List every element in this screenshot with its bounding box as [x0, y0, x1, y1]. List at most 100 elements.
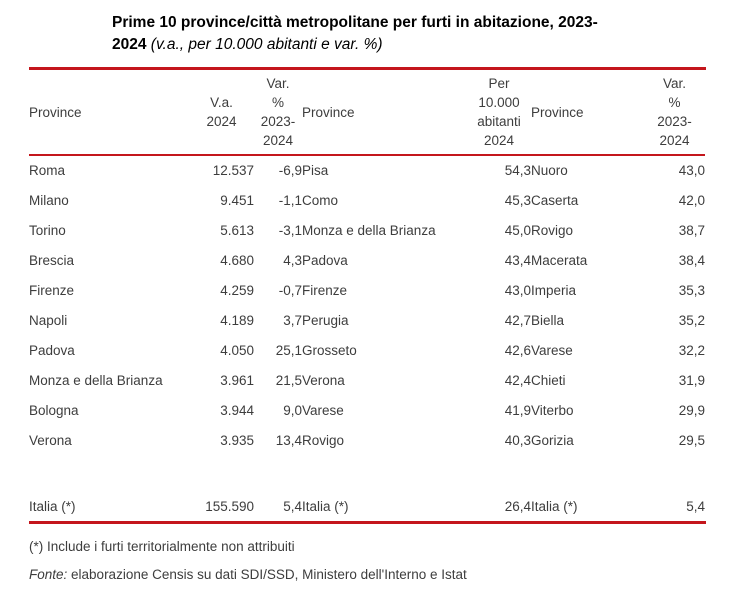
value-cell: 29,9 — [678, 402, 705, 418]
value-cell: 32,2 — [678, 342, 705, 358]
province-cell: Perugia — [302, 312, 349, 328]
value-cell: 13,4 — [275, 432, 302, 448]
total-label-cell: Italia (*) — [29, 498, 76, 514]
header-province-3: Province — [531, 104, 584, 120]
province-cell: Nuoro — [531, 163, 568, 178]
source-line: Fonte: elaborazione Censis su dati SDI/S… — [29, 567, 706, 582]
table-row: Roma 12.537 -6,9 Pisa 54,3 Nuoro 43,0 — [29, 155, 705, 185]
value-cell: 12.537 — [212, 163, 254, 178]
province-cell: Napoli — [29, 312, 68, 328]
province-cell: Varese — [302, 402, 344, 418]
value-cell: 4.189 — [220, 312, 254, 328]
value-cell: 25,1 — [275, 342, 302, 358]
source-text: elaborazione Censis su dati SDI/SSD, Min… — [67, 567, 467, 582]
header-var-pct-2: Var. % 2023- 2024 — [657, 76, 692, 148]
province-cell: Caserta — [531, 192, 579, 208]
value-cell: 4,3 — [283, 252, 302, 268]
province-cell: Biella — [531, 312, 565, 328]
table-row: Milano 9.451 -1,1 Como 45,3 Caserta 42,0 — [29, 185, 705, 215]
footnotes: (*) Include i furti territorialmente non… — [29, 539, 706, 582]
value-cell: 43,4 — [504, 252, 531, 268]
title-text-bold: Prime 10 province/città metropolitane pe… — [112, 14, 598, 31]
value-cell: 42,6 — [504, 342, 531, 358]
header-province-2: Province — [302, 104, 355, 120]
province-cell: Varese — [531, 342, 573, 358]
province-cell: Viterbo — [531, 402, 574, 418]
value-cell: 5.613 — [220, 222, 254, 238]
province-cell: Rovigo — [531, 222, 574, 238]
total-per10k-cell: 26,4 — [504, 498, 531, 514]
province-cell: Monza e della Brianza — [29, 372, 163, 388]
value-cell: 35,3 — [678, 282, 705, 298]
value-cell: 42,4 — [504, 372, 531, 388]
spacer-row — [29, 455, 705, 491]
province-cell: Torino — [29, 222, 66, 238]
total-label-cell: Italia (*) — [302, 498, 349, 514]
value-cell: -6,9 — [278, 163, 302, 178]
total-label-cell: Italia (*) — [531, 498, 578, 514]
value-cell: -3,1 — [278, 222, 302, 238]
value-cell: 41,9 — [504, 402, 531, 418]
table-row: Verona 3.935 13,4 Rovigo 40,3 Gorizia 29,5 — [29, 425, 705, 455]
province-cell: Grosseto — [302, 342, 357, 358]
value-cell: 38,7 — [678, 222, 705, 238]
value-cell: 3.944 — [220, 402, 254, 418]
total-va-cell: 155.590 — [205, 498, 254, 514]
table-row: Firenze 4.259 -0,7 Firenze 43,0 Imperia 35,3 — [29, 275, 705, 305]
value-cell: 43,0 — [504, 282, 531, 298]
value-cell: 42,7 — [504, 312, 531, 328]
province-cell: Bologna — [29, 402, 79, 418]
province-cell: Como — [302, 192, 339, 208]
bottom-red-rule — [29, 521, 706, 524]
value-cell: 9,0 — [283, 402, 302, 418]
value-cell: 21,5 — [275, 372, 302, 388]
value-cell: 54,3 — [504, 163, 531, 178]
province-cell: Gorizia — [531, 432, 574, 448]
value-cell: 9.451 — [220, 192, 254, 208]
title-year-bold: 2024 — [112, 36, 151, 53]
value-cell: 29,5 — [678, 432, 705, 448]
total-var1-cell: 5,4 — [283, 498, 302, 514]
source-label: Fonte: — [29, 567, 68, 582]
value-cell: 4.680 — [220, 252, 254, 268]
value-cell: 3.961 — [220, 372, 254, 388]
province-cell: Imperia — [531, 282, 577, 298]
value-cell: 4.050 — [220, 342, 254, 358]
header-va-2024: V.a. 2024 — [206, 95, 237, 129]
province-cell: Pisa — [302, 163, 329, 178]
title-line-2: 2024 (v.a., per 10.000 abitanti e var. %… — [112, 34, 707, 56]
province-cell: Monza e della Brianza — [302, 222, 436, 238]
province-cell: Roma — [29, 163, 66, 178]
table-row: Padova 4.050 25,1 Grosseto 42,6 Varese 32,2 — [29, 335, 705, 365]
province-cell: Padova — [302, 252, 348, 268]
title-line-1: Prime 10 province/città metropolitane pe… — [112, 12, 707, 34]
table-row: Torino 5.613 -3,1 Monza e della Brianza 45,0… — [29, 215, 705, 245]
value-cell: 45,0 — [504, 222, 531, 238]
asterisk-note: (*) Include i furti territorialmente non… — [29, 539, 295, 554]
province-cell: Verona — [302, 372, 345, 388]
value-cell: 35,2 — [678, 312, 705, 328]
value-cell: 31,9 — [678, 372, 705, 388]
province-cell: Firenze — [29, 282, 75, 298]
table-title: Prime 10 province/città metropolitane pe… — [0, 0, 735, 56]
value-cell: 4.259 — [220, 282, 254, 298]
value-cell: 3,7 — [283, 312, 302, 328]
burglary-stats-table: Province V.a. 2024 Var. % 2023- 2024 Pro… — [29, 70, 705, 521]
province-cell: Milano — [29, 192, 69, 208]
value-cell: 38,4 — [678, 252, 705, 268]
italy-total-row: Italia (*) 155.590 5,4 Italia (*) 26,4 I… — [29, 491, 705, 521]
province-cell: Chieti — [531, 372, 566, 388]
province-cell: Verona — [29, 432, 72, 448]
header-province-1: Province — [29, 104, 82, 120]
province-cell: Brescia — [29, 252, 75, 268]
value-cell: -1,1 — [278, 192, 302, 208]
value-cell: -0,7 — [278, 282, 302, 298]
value-cell: 42,0 — [678, 192, 705, 208]
table-row: Bologna 3.944 9,0 Varese 41,9 Viterbo 29,9 — [29, 395, 705, 425]
total-var3-cell: 5,4 — [686, 498, 705, 514]
value-cell: 40,3 — [504, 432, 531, 448]
header-var-pct-1: Var. % 2023- 2024 — [260, 76, 296, 148]
value-cell: 45,3 — [504, 192, 531, 208]
table-row: Napoli 4.189 3,7 Perugia 42,7 Biella 35,2 — [29, 305, 705, 335]
